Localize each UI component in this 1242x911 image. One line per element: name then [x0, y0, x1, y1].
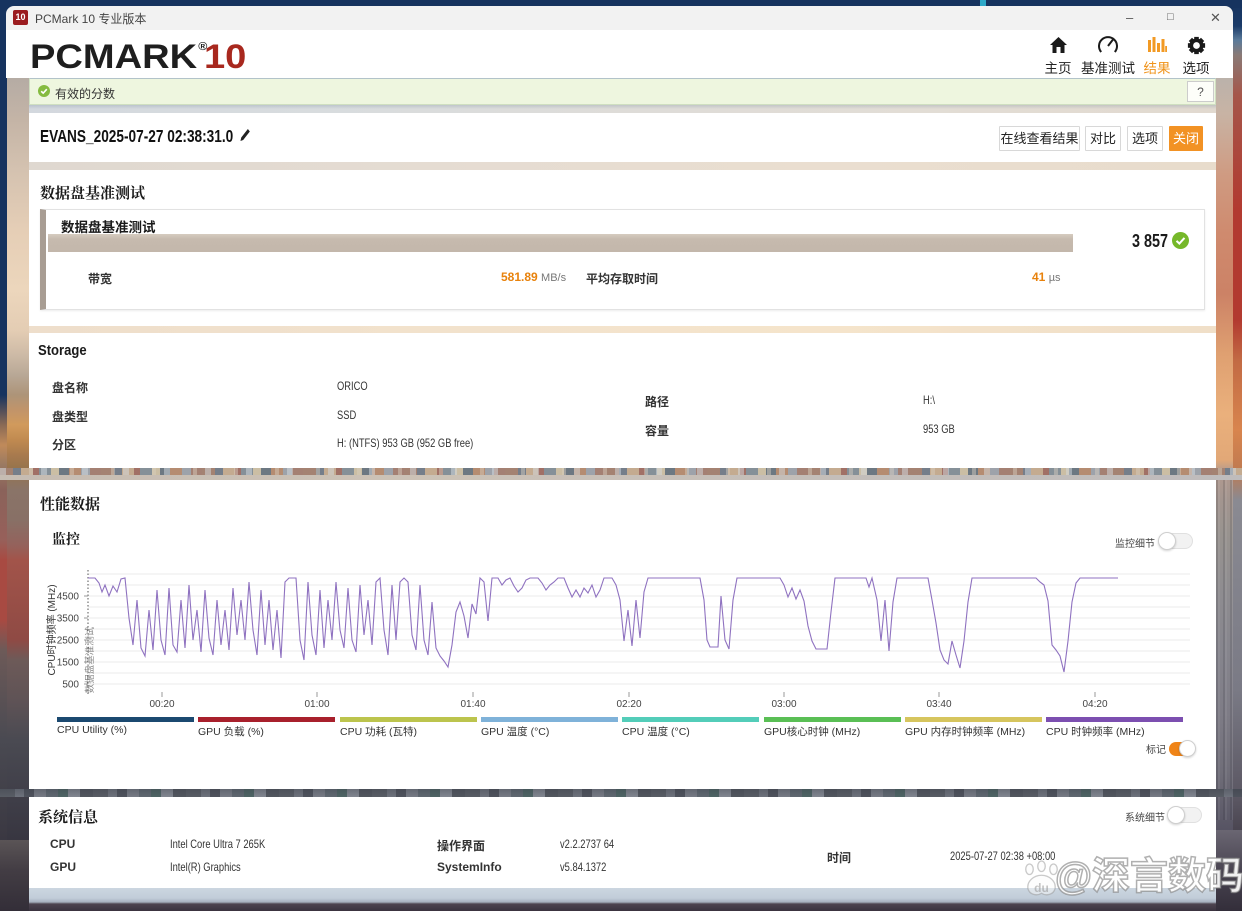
svg-text:3500: 3500 [57, 614, 80, 625]
svg-text:du: du [1034, 881, 1049, 895]
svg-text:CPU时钟频率 (MHz): CPU时钟频率 (MHz) [45, 584, 58, 675]
svg-text:数据盘基准测试: 数据盘基准测试 [84, 626, 96, 693]
svg-text:500: 500 [62, 680, 79, 691]
svg-text:2500: 2500 [57, 636, 80, 647]
svg-text:1500: 1500 [57, 658, 80, 669]
svg-text:00:20: 00:20 [149, 699, 174, 710]
svg-text:03:00: 03:00 [771, 699, 796, 710]
svg-text:4500: 4500 [57, 592, 80, 603]
svg-text:02:20: 02:20 [616, 699, 641, 710]
svg-text:01:00: 01:00 [304, 699, 329, 710]
svg-text:01:40: 01:40 [460, 699, 485, 710]
svg-text:03:40: 03:40 [926, 699, 951, 710]
svg-text:04:20: 04:20 [1082, 699, 1107, 710]
